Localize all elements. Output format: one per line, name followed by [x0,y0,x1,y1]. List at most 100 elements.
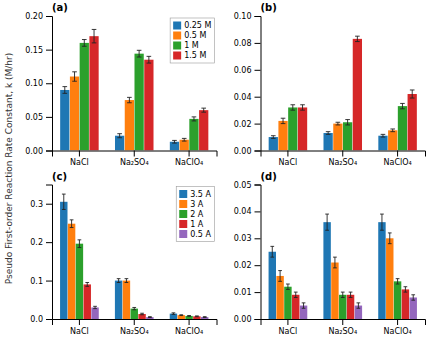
error-bar [294,292,298,297]
y-tick-label: 0.00 [234,315,252,324]
bar [170,314,177,319]
legend-item: 1 M [173,41,199,50]
bar [84,284,91,319]
y-tick: 0.02 [234,261,261,270]
y-tick-mark [255,124,261,125]
y-axis: 0.000.010.020.030.040.05 [234,181,261,325]
x-tick-label: Na₂SO₄ [120,158,149,167]
x-tick-mark [134,151,135,157]
x-axis-line [53,320,218,326]
legend-item: 3.5 A [179,190,211,199]
bar [378,222,385,319]
error-bar [345,120,350,125]
legend-swatch [173,32,181,40]
bar [343,122,352,150]
y-tick-mark [255,151,261,152]
error-bar-line [140,313,144,315]
x-tick-label: Na₂SO₄ [328,158,357,167]
legend-swatch [173,22,181,30]
x-tick-mark [397,319,398,325]
bar [339,295,346,319]
error-bar-line [125,279,129,283]
bar-series [89,29,208,150]
bar [298,107,307,150]
error-bar [62,87,67,94]
y-tick: 0.04 [234,207,261,216]
y-tick: 0.0 [30,315,52,324]
error-bar [182,138,187,141]
error-bar-line [336,122,341,125]
x-tick-label: NaClO₄ [175,158,203,167]
y-tick-mark [255,292,261,293]
y-tick: 0.05 [234,181,261,190]
bar [278,121,287,151]
legend-swatch [173,52,181,60]
plot-area [60,29,208,150]
bar [288,107,297,150]
error-bar-line [82,40,87,47]
panel-title: (c) [52,171,67,182]
error-bar-line [381,134,386,137]
error-bar-line [286,284,290,289]
y-tick: 0.03 [234,234,261,243]
y-tick: 0.00 [25,147,52,156]
error-bar [341,292,345,297]
error-bar [172,140,177,143]
y-tick-mark [255,43,261,44]
error-bar-line [148,316,152,318]
x-tick-label: Na₂SO₄ [120,327,149,336]
legend-swatch [179,210,187,218]
error-bar [396,279,400,284]
error-bar-line [357,303,361,308]
y-tick-label: 0.03 [234,234,252,243]
x-tick-label: NaCl [70,327,89,336]
bar [134,54,143,151]
y-tick-label: 0.02 [234,261,252,270]
legend-item: 3 A [179,200,204,209]
error-bar [179,314,183,316]
error-bar [62,194,66,209]
x-tick: Na₂SO₄ [328,319,357,336]
bar [398,106,407,150]
y-tick-mark [46,83,52,84]
error-bar-line [179,314,183,316]
legend-swatch [179,230,187,238]
bar [269,137,278,150]
x-tick: NaClO₄ [383,151,411,168]
bar [60,90,69,151]
x-tick: NaClO₄ [175,151,203,168]
legend-swatch [179,190,187,198]
bar [80,43,89,151]
error-bar-line [201,108,206,112]
error-bar [82,40,87,47]
error-bar [357,303,361,308]
x-axis: NaClNa₂SO₄NaClO₄ [53,319,218,336]
legend-item: 0.5 M [173,31,206,40]
legend-label: 0.5 A [190,230,211,239]
y-tick-label: 0.04 [234,93,252,102]
bar-series [91,306,208,319]
y-tick-label: 0.00 [234,147,252,156]
y-tick-label: 0.20 [25,12,43,21]
y-axis: 0.00.10.20.3 [30,185,52,324]
error-bar [93,306,97,308]
y-axis-line [255,17,262,152]
error-bar [125,279,129,283]
error-bar-line [270,246,274,257]
x-tick-mark [189,151,190,157]
y-tick: 0.05 [25,113,52,122]
error-bar [70,220,74,228]
legend-item: 0.5 A [179,230,211,239]
error-bar [140,313,144,315]
legend-box [170,18,214,63]
error-bar-line [355,36,360,41]
error-bar [195,315,199,317]
y-tick-mark [255,265,261,266]
y-tick-label: 0.02 [234,120,252,129]
error-bar-line [72,72,77,81]
y-tick: 0.10 [234,12,261,21]
panel-title: (d) [261,171,277,182]
y-tick: 0.00 [234,147,261,156]
y-tick: 0.08 [234,39,261,48]
error-bar-line [294,292,298,297]
